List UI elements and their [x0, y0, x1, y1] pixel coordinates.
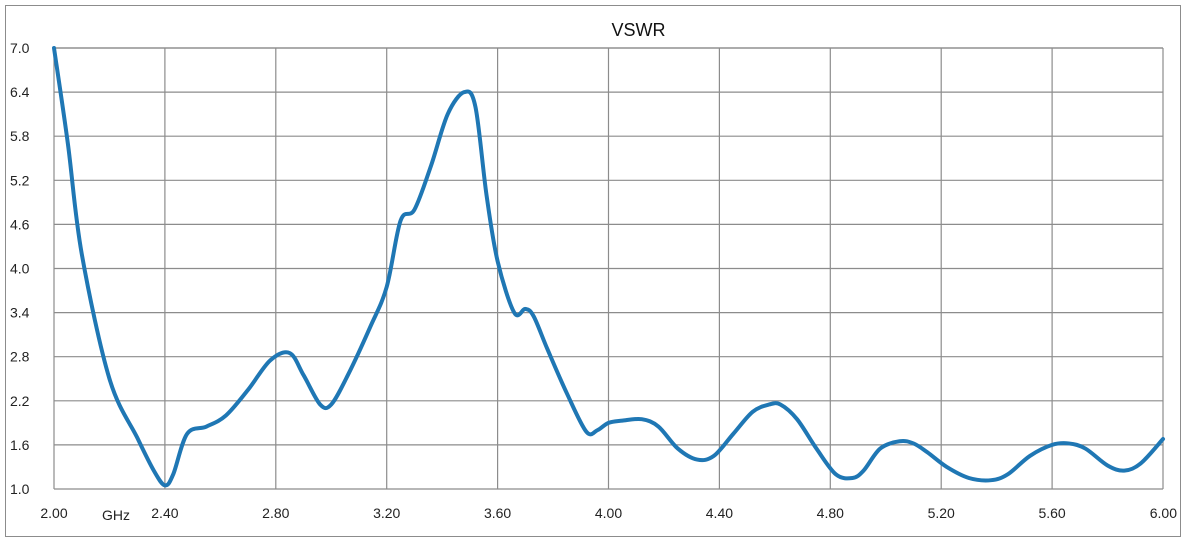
x-tick-label: 4.80: [817, 505, 844, 521]
y-tick-label: 2.8: [10, 349, 30, 365]
y-tick-label: 3.4: [10, 305, 30, 321]
chart-frame: 1.0 1.6 2.2 2.8 3.4 4.0 4.6 5.2 5.8 6.4 7.0 2.00 2.4…: [5, 5, 1181, 537]
y-tick-label: 1.0: [10, 481, 30, 497]
x-tick-label: 3.20: [373, 505, 400, 521]
x-tick-label: 4.00: [595, 505, 622, 521]
x-tick-label: 3.60: [484, 505, 511, 521]
vswr-chart: 1.0 1.6 2.2 2.8 3.4 4.0 4.6 5.2 5.8 6.4 7.0 2.00 2.4…: [10, 20, 1177, 523]
y-tick-label: 5.2: [10, 172, 30, 188]
x-unit-label: GHz: [102, 507, 130, 523]
y-tick-label: 7.0: [10, 40, 30, 56]
x-tick-label: 5.20: [928, 505, 955, 521]
x-tick-label: 2.40: [151, 505, 178, 521]
x-tick-label: 6.00: [1150, 505, 1177, 521]
y-tick-label: 2.2: [10, 393, 30, 409]
y-tick-label: 5.8: [10, 128, 30, 144]
y-tick-label: 4.0: [10, 261, 30, 277]
vswr-series-line: [52, 46, 1165, 488]
series-layer: [52, 46, 1165, 488]
y-tick-label: 4.6: [10, 216, 30, 232]
x-tick-label: 4.40: [706, 505, 733, 521]
y-tick-label: 1.6: [10, 437, 30, 453]
x-tick-label: 5.60: [1038, 505, 1065, 521]
x-tick-label: 2.00: [40, 505, 67, 521]
chart-title: VSWR: [612, 20, 666, 40]
label-layer: 1.0 1.6 2.2 2.8 3.4 4.0 4.6 5.2 5.8 6.4 7.0 2.00 2.4…: [10, 40, 1177, 523]
y-tick-label: 6.4: [10, 84, 30, 100]
x-tick-label: 2.80: [262, 505, 289, 521]
